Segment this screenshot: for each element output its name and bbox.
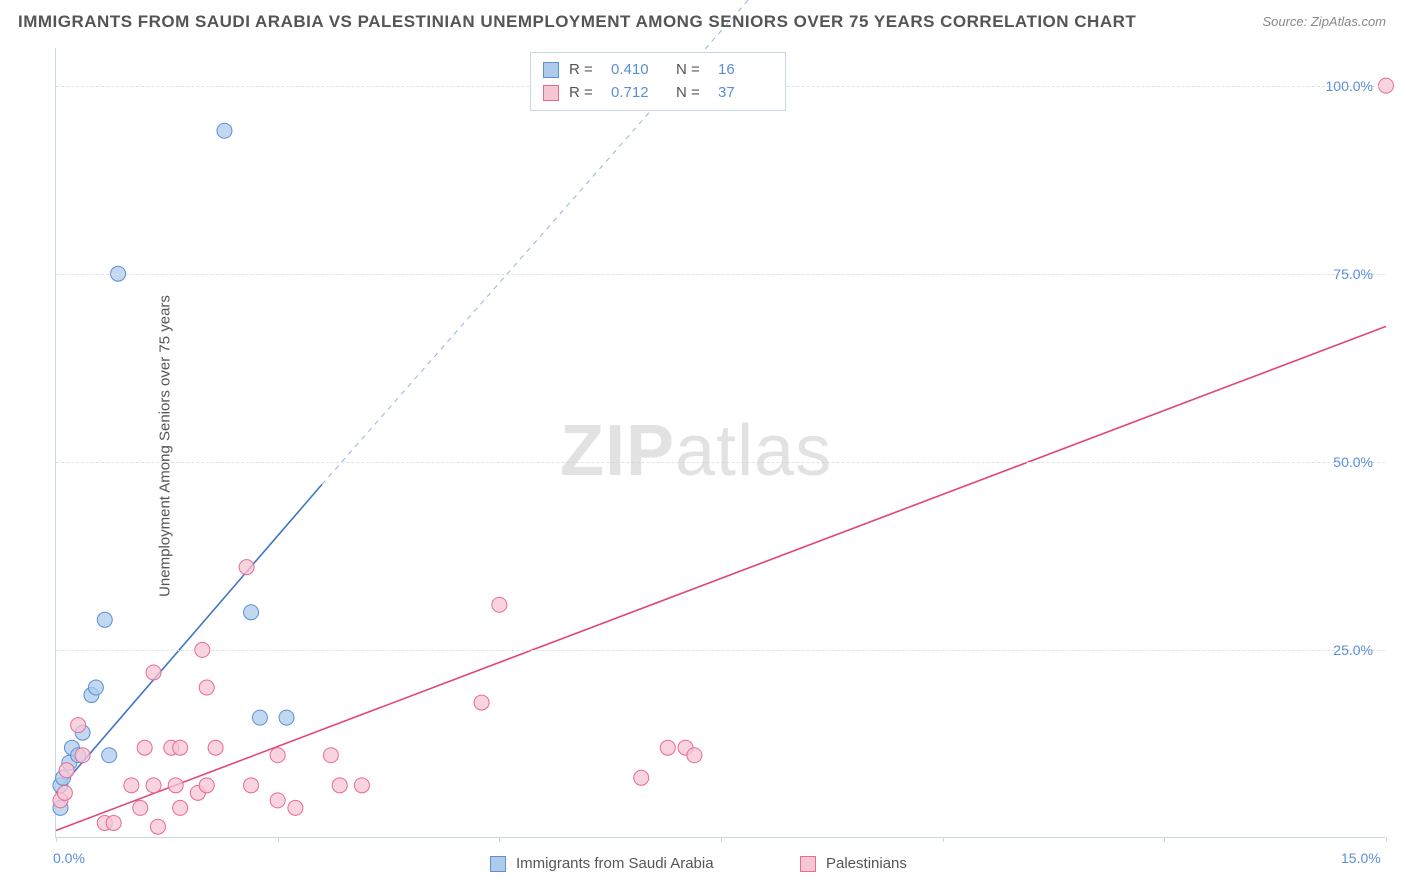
legend-swatch [543,62,559,78]
x-tick [56,837,57,842]
data-point-palestinian [146,665,161,680]
plot-area: 25.0% 50.0% 75.0% 100.0% [55,48,1385,838]
legend-swatch [543,85,559,101]
x-tick [721,837,722,842]
trend-line-palestinian [56,326,1386,830]
data-point-palestinian [199,680,214,695]
data-point-palestinian [57,785,72,800]
legend-series-saudi: Immigrants from Saudi Arabia [490,855,714,872]
data-point-saudi [252,710,267,725]
data-point-palestinian [474,695,489,710]
data-point-saudi [279,710,294,725]
x-tick [1386,837,1387,842]
legend-n-value: 37 [718,82,773,105]
data-point-saudi [88,680,103,695]
data-point-palestinian [71,718,86,733]
data-point-palestinian [59,763,74,778]
data-point-saudi [217,123,232,138]
legend-series-label: Immigrants from Saudi Arabia [516,855,714,872]
legend-r-label: R = [569,59,601,82]
legend-n-value: 16 [718,59,773,82]
source-attribution: Source: ZipAtlas.com [1262,14,1386,29]
legend-r-label: R = [569,82,601,105]
x-tick [943,837,944,842]
legend-r-value: 0.410 [611,59,666,82]
y-tick-label: 100.0% [1326,78,1373,94]
x-tick [1164,837,1165,842]
legend-swatch [800,856,816,872]
data-point-palestinian [124,778,139,793]
x-tick-label: 0.0% [53,850,85,866]
data-point-palestinian [270,748,285,763]
x-tick-label: 15.0% [1341,850,1381,866]
legend-stats-row: R = 0.410 N = 16 [543,59,773,82]
data-point-saudi [244,605,259,620]
legend-r-value: 0.712 [611,82,666,105]
data-point-palestinian [106,815,121,830]
data-point-palestinian [133,800,148,815]
data-point-palestinian [208,740,223,755]
data-point-palestinian [288,800,303,815]
data-point-palestinian [634,770,649,785]
data-point-palestinian [332,778,347,793]
legend-stats-row: R = 0.712 N = 37 [543,82,773,105]
chart-svg [56,48,1385,837]
legend-swatch [490,856,506,872]
data-point-palestinian [168,778,183,793]
data-point-palestinian [146,778,161,793]
data-point-palestinian [173,800,188,815]
trend-line-saudi [56,484,322,792]
data-point-palestinian [199,778,214,793]
data-point-palestinian [492,597,507,612]
legend-series-label: Palestinians [826,855,907,872]
data-point-palestinian [687,748,702,763]
data-point-palestinian [323,748,338,763]
data-point-saudi [102,748,117,763]
x-tick [499,837,500,842]
y-tick-label: 50.0% [1333,454,1373,470]
legend-stats: R = 0.410 N = 16 R = 0.712 N = 37 [530,52,786,111]
gridline-h [56,462,1385,463]
data-point-palestinian [270,793,285,808]
data-point-palestinian [239,560,254,575]
data-point-palestinian [173,740,188,755]
gridline-h [56,274,1385,275]
data-point-palestinian [244,778,259,793]
legend-n-label: N = [676,59,708,82]
data-point-palestinian [660,740,675,755]
data-point-palestinian [137,740,152,755]
data-point-palestinian [354,778,369,793]
data-point-saudi [97,612,112,627]
chart-title: IMMIGRANTS FROM SAUDI ARABIA VS PALESTIN… [18,12,1136,32]
data-point-palestinian [75,748,90,763]
y-tick-label: 25.0% [1333,642,1373,658]
y-tick-label: 75.0% [1333,266,1373,282]
x-tick [278,837,279,842]
legend-series-palestinian: Palestinians [800,855,907,872]
legend-n-label: N = [676,82,708,105]
data-point-palestinian [150,819,165,834]
gridline-h [56,650,1385,651]
